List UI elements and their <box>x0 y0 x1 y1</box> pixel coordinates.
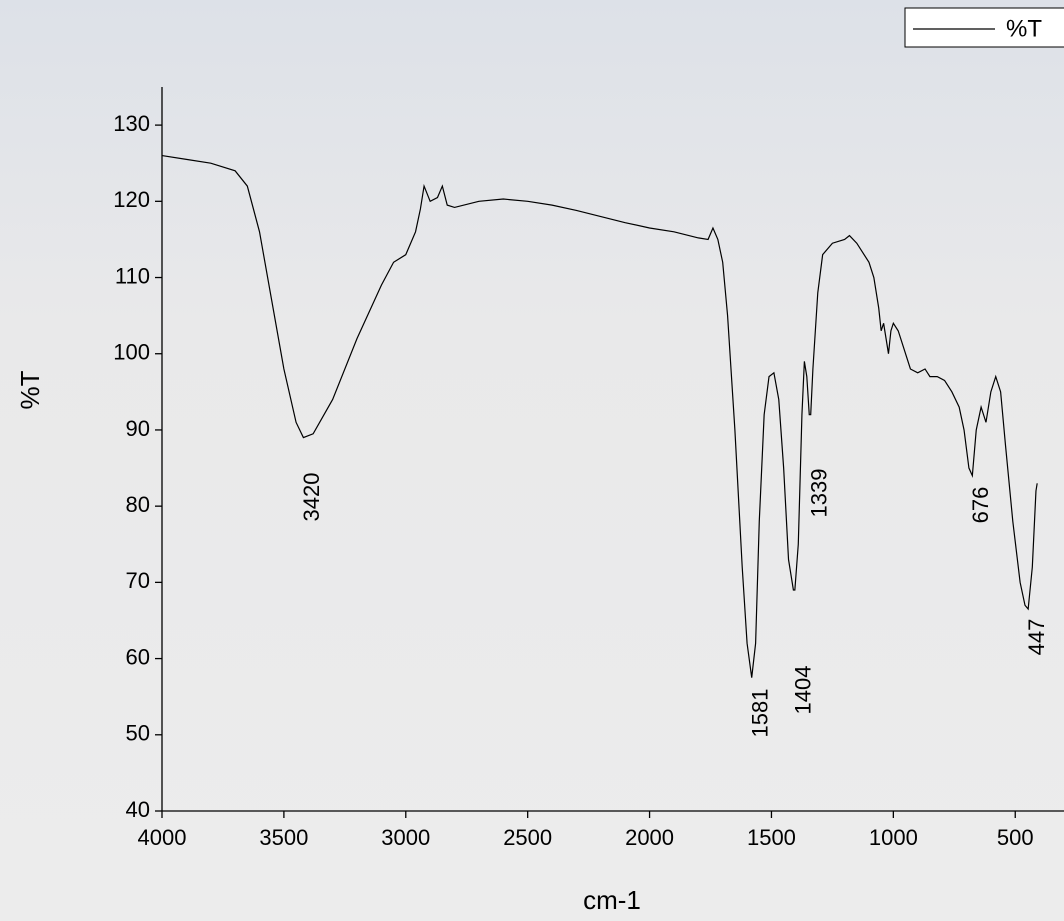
x-tick-label: 1500 <box>747 825 796 850</box>
x-tick-label: 3000 <box>381 825 430 850</box>
x-tick-label: 2000 <box>625 825 674 850</box>
y-tick-label: 80 <box>126 492 150 517</box>
x-tick-label: 2500 <box>503 825 552 850</box>
x-axis-label: cm-1 <box>583 885 641 915</box>
y-tick-label: 90 <box>126 416 150 441</box>
x-tick-label: 3500 <box>259 825 308 850</box>
background <box>0 0 1064 921</box>
peak-label: 447 <box>1024 619 1049 656</box>
y-tick-label: 120 <box>113 187 150 212</box>
y-tick-label: 60 <box>126 644 150 669</box>
x-tick-label: 1000 <box>869 825 918 850</box>
chart: cm-1 %T 40 50 60 70 80 90 100 110 120 130 4000 3500… <box>0 0 1064 921</box>
x-tick-label: 4000 <box>138 825 187 850</box>
legend-label: %T <box>1006 15 1042 42</box>
y-tick-label: 110 <box>115 263 150 288</box>
x-tick-label: 500 <box>997 825 1034 850</box>
y-tick-label: 130 <box>113 111 150 136</box>
page: {"chart_data": {"type": "line", "xlabel"… <box>0 0 1064 921</box>
peak-label: 1581 <box>748 689 773 738</box>
y-tick-label: 70 <box>126 568 150 593</box>
y-tick-label: 100 <box>113 340 150 365</box>
peak-label: 1404 <box>791 666 816 715</box>
peak-label: 1339 <box>807 469 832 518</box>
y-tick-label: 50 <box>126 721 150 746</box>
y-tick-label: 40 <box>126 797 150 822</box>
y-axis-label: %T <box>15 370 45 409</box>
peak-label: 676 <box>968 487 993 524</box>
peak-label: 3420 <box>299 473 324 522</box>
